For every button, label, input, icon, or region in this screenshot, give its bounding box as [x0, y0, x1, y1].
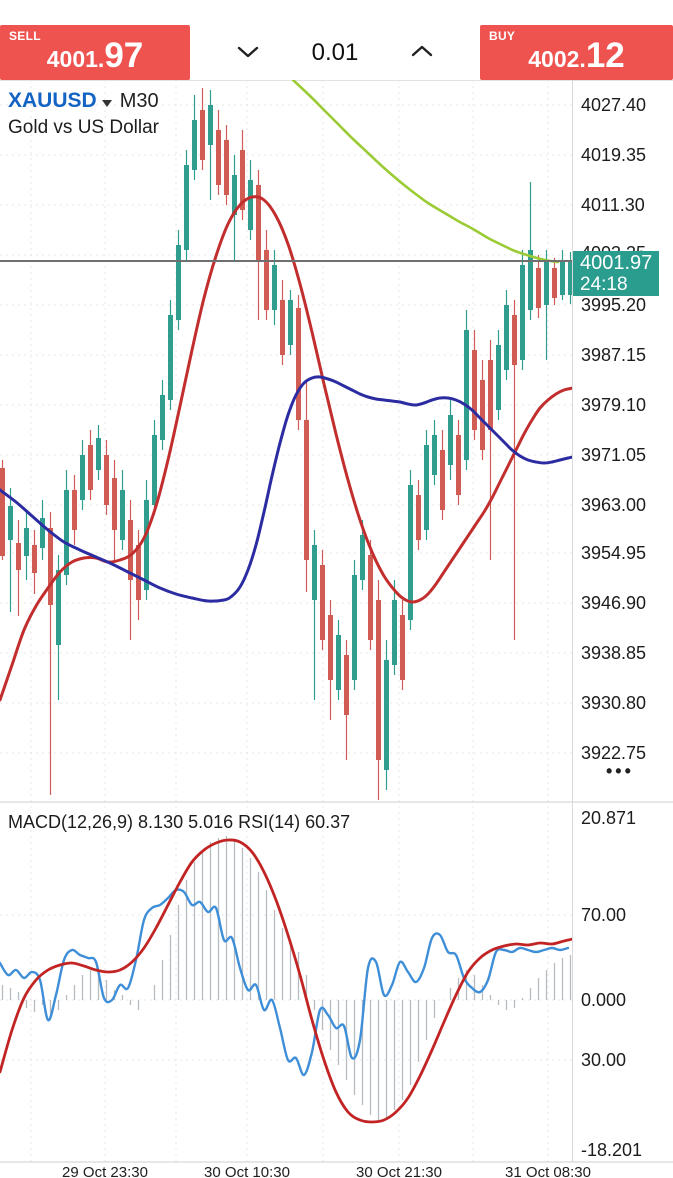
macd-signal-line: [0, 838, 573, 1124]
chevron-up-icon: [410, 45, 434, 61]
ma-line-blue: [0, 375, 573, 603]
macd-line: [0, 888, 570, 1077]
status-strip: [0, 0, 673, 25]
timeframe-badge[interactable]: M30: [119, 89, 159, 112]
candles: [0, 88, 573, 800]
ma-line-green: [291, 80, 560, 264]
sell-label: SELL: [9, 29, 41, 43]
chevron-down-icon: [236, 45, 260, 61]
symbol-description: Gold vs US Dollar: [8, 117, 159, 139]
buy-button[interactable]: BUY 4002.12: [480, 25, 673, 80]
buy-label: BUY: [489, 29, 516, 43]
buy-price: 4002.12: [528, 36, 625, 75]
symbol-name: XAUUSD: [8, 89, 97, 112]
sell-price: 4001.97: [46, 36, 144, 75]
chart-header: XAUUSD M30 Gold vs US Dollar: [8, 88, 159, 140]
sell-button[interactable]: SELL 4001.97: [0, 25, 190, 80]
macd-histogram: [1, 836, 572, 1120]
quantity-decrease-button[interactable]: [226, 31, 270, 75]
trade-bar: SELL 4001.97 0.01 BUY 4002.12: [0, 25, 673, 81]
quantity-value[interactable]: 0.01: [311, 38, 359, 66]
symbol-selector[interactable]: XAUUSD M30: [8, 88, 159, 114]
current-price-value: 4001.97: [580, 252, 653, 274]
chart-menu-dots[interactable]: •••: [606, 761, 634, 781]
caret-down-icon: [101, 93, 112, 113]
quantity-panel: 0.01: [190, 25, 480, 80]
ma-line-red: [0, 195, 573, 702]
bar-countdown: 24:18: [580, 274, 628, 295]
current-price-tag: 4001.97 24:18: [573, 251, 659, 296]
indicator-header: MACD(12,26,9) 8.130 5.016 RSI(14) 60.37: [8, 812, 351, 832]
quantity-increase-button[interactable]: [400, 31, 444, 75]
